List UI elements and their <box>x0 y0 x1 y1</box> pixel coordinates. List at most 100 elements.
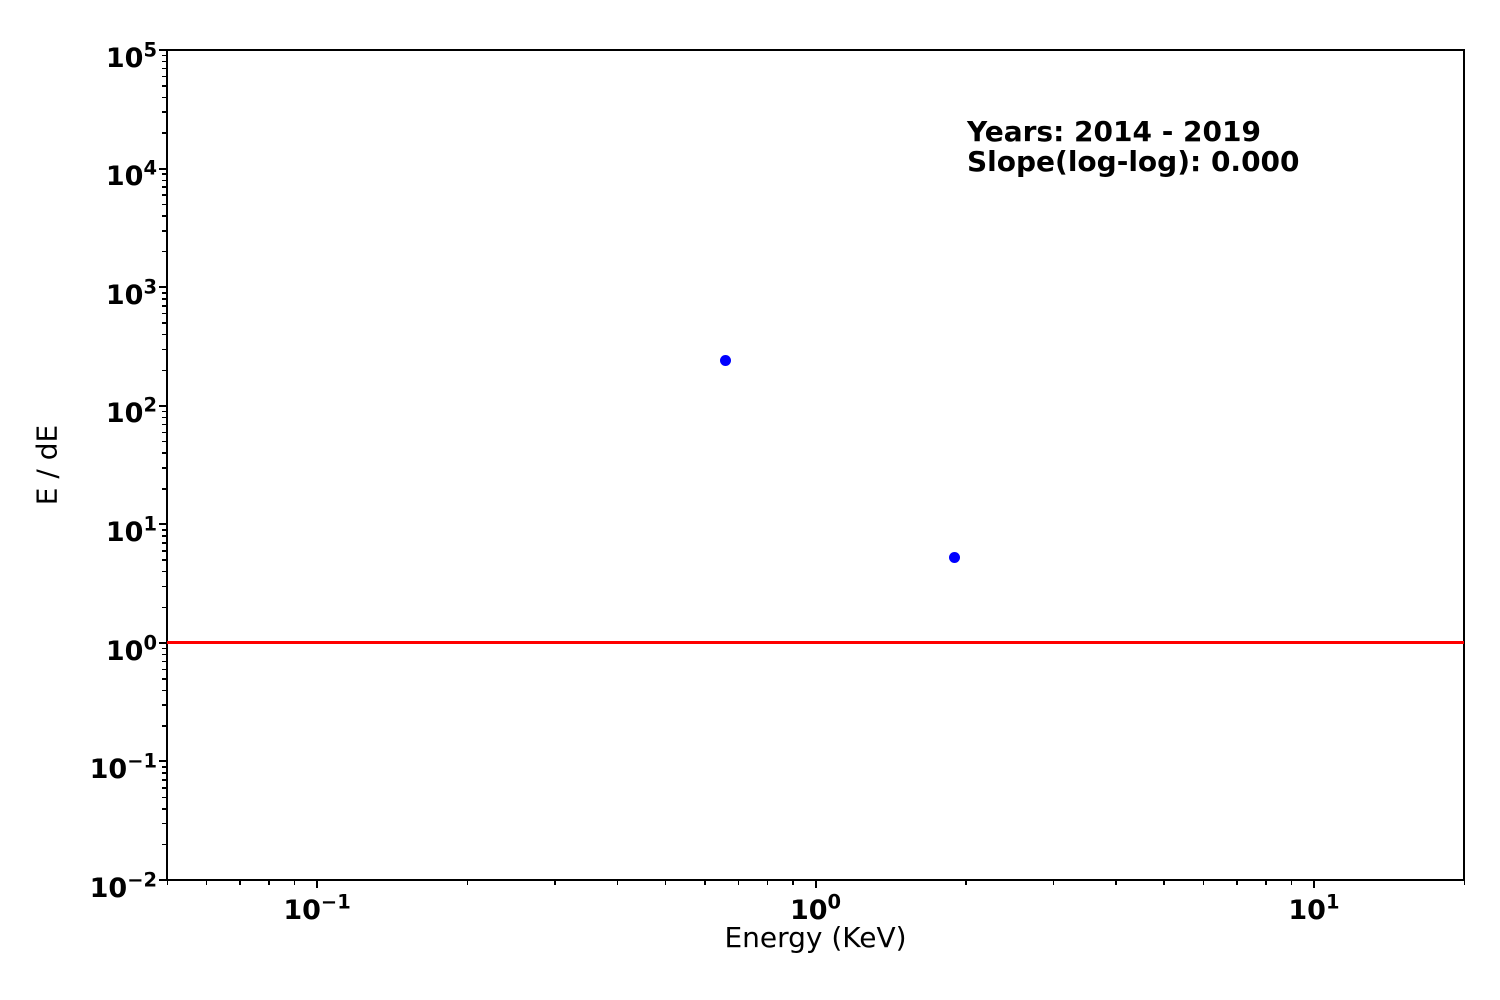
y-tick-label: 104 <box>105 156 157 193</box>
x-minor-tick <box>965 880 967 885</box>
x-minor-tick <box>792 880 794 885</box>
y-minor-tick <box>162 312 167 315</box>
annotation: Years: 2014 - 2019 Slope(log-log): 0.000 <box>967 117 1300 177</box>
y-tick-label: 102 <box>105 393 157 430</box>
y-minor-tick <box>162 410 167 413</box>
y-minor-tick <box>162 431 167 434</box>
y-major-tick <box>159 404 167 407</box>
y-minor-tick <box>162 423 167 426</box>
y-minor-tick <box>162 653 167 656</box>
y-minor-tick <box>162 808 167 810</box>
y-minor-tick <box>162 305 167 307</box>
y-minor-tick <box>162 772 167 774</box>
x-minor-tick <box>293 880 296 885</box>
y-minor-tick <box>162 96 167 99</box>
y-minor-tick <box>162 333 167 336</box>
y-minor-tick <box>162 467 167 469</box>
x-minor-tick <box>268 880 270 885</box>
y-minor-tick <box>162 570 167 573</box>
y-minor-tick <box>162 542 167 544</box>
y-major-tick <box>159 286 167 289</box>
y-minor-tick <box>162 689 167 692</box>
x-minor-tick <box>616 880 619 885</box>
x-minor-tick <box>704 880 706 885</box>
y-minor-tick <box>162 678 167 680</box>
y-minor-tick <box>162 787 167 789</box>
y-minor-tick <box>162 779 167 781</box>
y-minor-tick <box>162 822 167 825</box>
x-major-tick <box>1312 880 1315 888</box>
x-tick-label: 100 <box>789 890 842 926</box>
y-minor-tick <box>162 230 167 232</box>
y-tick-label: 101 <box>105 512 157 548</box>
y-minor-tick <box>162 488 167 490</box>
y-minor-tick <box>162 186 167 188</box>
reference-line <box>167 641 1464 645</box>
y-minor-tick <box>162 292 167 294</box>
y-minor-tick <box>162 440 167 443</box>
x-minor-tick <box>1265 880 1267 885</box>
x-minor-tick <box>554 880 556 885</box>
x-tick-label: 10−1 <box>283 890 351 926</box>
x-axis-label: Energy (KeV) <box>724 921 907 954</box>
y-tick-label: 105 <box>105 38 157 74</box>
y-minor-tick <box>162 322 167 324</box>
y-minor-tick <box>162 668 167 671</box>
y-tick-label: 100 <box>105 630 157 667</box>
y-minor-tick <box>162 203 167 206</box>
y-minor-tick <box>162 796 167 799</box>
x-minor-tick <box>737 880 740 885</box>
y-minor-tick <box>162 843 167 846</box>
x-minor-tick <box>1236 880 1238 885</box>
y-minor-tick <box>162 67 167 70</box>
y-minor-tick <box>162 179 167 182</box>
x-minor-tick <box>1290 880 1293 885</box>
x-minor-tick <box>1463 880 1465 885</box>
y-minor-tick <box>162 348 167 351</box>
y-major-tick <box>159 523 167 526</box>
y-minor-tick <box>162 585 167 588</box>
x-minor-tick <box>1163 880 1165 885</box>
y-axis-label: E / dE <box>30 424 64 506</box>
y-minor-tick <box>162 647 167 650</box>
y-minor-tick <box>162 535 167 537</box>
y-major-tick <box>159 49 167 51</box>
x-minor-tick <box>1202 880 1205 885</box>
y-minor-tick <box>162 416 167 419</box>
y-minor-tick <box>162 369 167 372</box>
x-minor-tick <box>1115 880 1117 885</box>
y-minor-tick <box>162 85 167 87</box>
y-minor-tick <box>162 529 167 531</box>
x-minor-tick <box>664 880 667 885</box>
y-minor-tick <box>162 173 167 175</box>
y-minor-tick <box>162 559 167 561</box>
y-minor-tick <box>162 298 167 300</box>
y-tick-label: 10−2 <box>89 868 157 904</box>
y-major-tick <box>159 760 167 763</box>
y-major-tick <box>159 167 167 170</box>
y-minor-tick <box>162 54 167 57</box>
y-minor-tick <box>162 660 167 663</box>
y-minor-tick <box>162 215 167 217</box>
data-point <box>720 355 732 367</box>
annotation-years: Years: 2014 - 2019 <box>967 115 1261 148</box>
y-minor-tick <box>162 194 167 196</box>
x-tick-label: 101 <box>1288 890 1340 926</box>
y-minor-tick <box>162 250 167 253</box>
x-major-tick <box>814 880 817 888</box>
x-major-tick <box>316 880 319 888</box>
y-major-tick <box>159 879 167 881</box>
y-minor-tick <box>162 704 167 706</box>
plot-area <box>166 49 1465 881</box>
y-minor-tick <box>162 766 167 768</box>
y-tick-label: 103 <box>105 275 157 311</box>
y-tick-label: 10−1 <box>89 749 157 786</box>
x-minor-tick <box>766 880 769 885</box>
annotation-slope: Slope(log-log): 0.000 <box>967 145 1300 178</box>
y-minor-tick <box>162 550 167 552</box>
y-minor-tick <box>162 75 167 78</box>
y-minor-tick <box>162 111 167 113</box>
y-minor-tick <box>162 132 167 134</box>
y-minor-tick <box>162 606 167 609</box>
